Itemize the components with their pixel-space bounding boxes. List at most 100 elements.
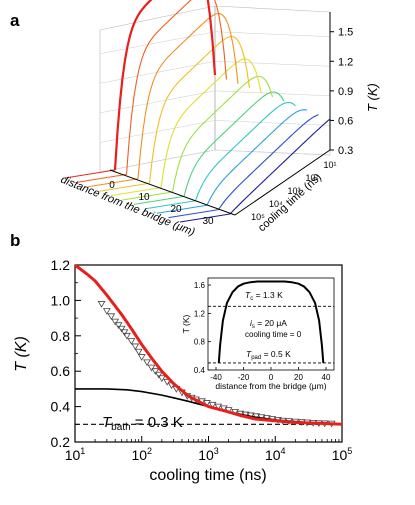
- floor-lines: [64, 169, 231, 223]
- inset-cooling-text: cooling time = 0: [245, 330, 302, 339]
- x-tick-label-2: 103: [198, 446, 219, 463]
- data-marker: [117, 325, 126, 333]
- profile-curve-7: [194, 101, 296, 201]
- profile-curve-3: [148, 35, 251, 184]
- y-tick-label-3: 0.8: [51, 328, 71, 344]
- z-tick-3d-1: 0.6: [338, 115, 353, 127]
- x-tick-labels: 101 102 103 104 105: [65, 446, 353, 463]
- grid-line-left-0: [99, 149, 216, 173]
- x-tick-3d-0: 0: [109, 180, 115, 191]
- y-tick-3d-4: 10¹: [323, 160, 336, 170]
- profile-curve-6: [183, 91, 285, 197]
- grid-line-left-1: [99, 120, 216, 143]
- y-tick-label-4: 1.0: [51, 292, 71, 308]
- y-tick-labels-3d: 10⁵ 10⁴ 10³ 10² 10¹: [251, 160, 336, 222]
- data-marker: [219, 405, 228, 413]
- inset-tpad-text: Tpad = 0.5 K: [246, 349, 291, 361]
- grid-line-right-2: [214, 90, 331, 97]
- inset-x-label: distance from the bridge (μm): [215, 381, 326, 391]
- inset-ticks: [208, 284, 327, 371]
- floor-line-1: [76, 173, 127, 183]
- data-marker: [107, 313, 116, 321]
- inset-y-label: T (K): [181, 314, 191, 333]
- z-tick-labels-3d: 0.3 0.6 0.9 1.2 1.5: [330, 27, 353, 157]
- floor-line-6: [133, 195, 185, 205]
- panel-label-b: b: [10, 231, 20, 250]
- inset-x-tick-labels: -40 -20 0 20 40: [210, 373, 331, 382]
- profile-curve-1: [125, 0, 228, 175]
- bath-annotation: Tbath = 0.3 K: [102, 414, 183, 433]
- floor-line-8: [156, 204, 208, 214]
- profile-curve-9: [218, 114, 319, 210]
- data-marker: [147, 364, 156, 372]
- inset-plot: Tc = 1.3 K is = 20 μA cooling time = 0 T…: [181, 277, 335, 391]
- y-tick-label-0: 0.2: [51, 434, 71, 450]
- panel-label-a: a: [10, 11, 20, 30]
- inset-y-tick-label-2: 1.2: [194, 309, 206, 318]
- x-tick-label-1: 102: [131, 446, 152, 463]
- inset-y-tick-labels: 0.4 0.8 1.2 1.6: [194, 281, 206, 375]
- temperature-profile-curves: [113, 0, 331, 215]
- profile-curve-2: [137, 12, 239, 179]
- floor-line-4: [110, 187, 162, 197]
- profile-curve-4: [160, 58, 262, 188]
- grid-line-right-4: [214, 31, 331, 37]
- floor-line-0: [64, 169, 116, 179]
- grid-line-left-2: [99, 90, 216, 114]
- x-tick-3d-2: 20: [170, 204, 182, 215]
- grid-line-right-3: [214, 61, 331, 67]
- data-marker: [102, 308, 111, 315]
- y-tick-label-5: 1.2: [51, 257, 71, 273]
- y-axis-3d: [234, 149, 331, 216]
- x-tick-label-3: 104: [265, 446, 286, 463]
- data-marker: [163, 378, 172, 386]
- z-tick-3d-4: 1.5: [338, 27, 353, 39]
- floor-line-7: [145, 200, 196, 210]
- y-tick-label-2: 0.6: [51, 363, 71, 379]
- profile-curve-8: [206, 109, 308, 206]
- y-tick-label-1: 0.4: [51, 399, 71, 415]
- x-tick-labels-3d: 0 10 20 30: [109, 180, 214, 227]
- data-marker: [203, 400, 211, 407]
- data-marker: [134, 348, 143, 356]
- inset-is-text: is = 20 μA: [250, 318, 287, 330]
- data-marker: [120, 329, 129, 337]
- axis-ticks: [74, 264, 343, 443]
- inset-frame: [207, 277, 335, 371]
- inset-profile-curve: [217, 280, 325, 363]
- inset-x-tick-label-1: -20: [238, 373, 250, 382]
- inset-y-tick-label-3: 1.6: [194, 281, 206, 290]
- data-marker: [143, 359, 151, 367]
- y-tick-3d-2: 10³: [287, 186, 300, 196]
- z-axis-label-3d: T (K): [365, 83, 380, 112]
- x-tick-label-0: 101: [65, 446, 86, 463]
- data-marker: [111, 318, 120, 326]
- z-tick-3d-0: 0.3: [338, 145, 353, 157]
- grid-line-right-1: [214, 120, 331, 126]
- y-axis-label: T (K): [13, 336, 30, 372]
- data-marker: [154, 371, 163, 379]
- panel-b-plot: 101 102 103 104 105 0.2 0.4 0.6 0.8 1.0 1.2 Tbath…: [13, 257, 352, 484]
- data-marker: [131, 343, 140, 351]
- floor-line-9: [168, 209, 219, 219]
- inset-x-tick-label-3: 20: [294, 373, 303, 382]
- data-marker: [151, 368, 160, 375]
- data-marker: [137, 354, 146, 361]
- inset-x-tick-label-2: 0: [269, 373, 274, 382]
- floor-line-10: [179, 213, 231, 223]
- data-marker: [157, 375, 166, 383]
- floor-line-5: [122, 191, 173, 201]
- series-red-curve: [74, 263, 343, 426]
- x-tick-3d-1: 10: [138, 192, 150, 203]
- profile-curve-0: [113, 0, 217, 171]
- floor-line-2: [87, 178, 139, 188]
- y-tick-labels: 0.2 0.4 0.6 0.8 1.0 1.2: [51, 257, 71, 450]
- inset-y-tick-label-1: 0.8: [194, 338, 206, 347]
- z-tick-3d-3: 1.2: [338, 56, 353, 68]
- y-axis-label-3d: cooling time (ns): [256, 171, 324, 234]
- data-marker: [123, 332, 131, 340]
- y-tick-3d-0: 10⁵: [251, 212, 265, 222]
- inset-x-tick-label-0: -40: [210, 373, 222, 382]
